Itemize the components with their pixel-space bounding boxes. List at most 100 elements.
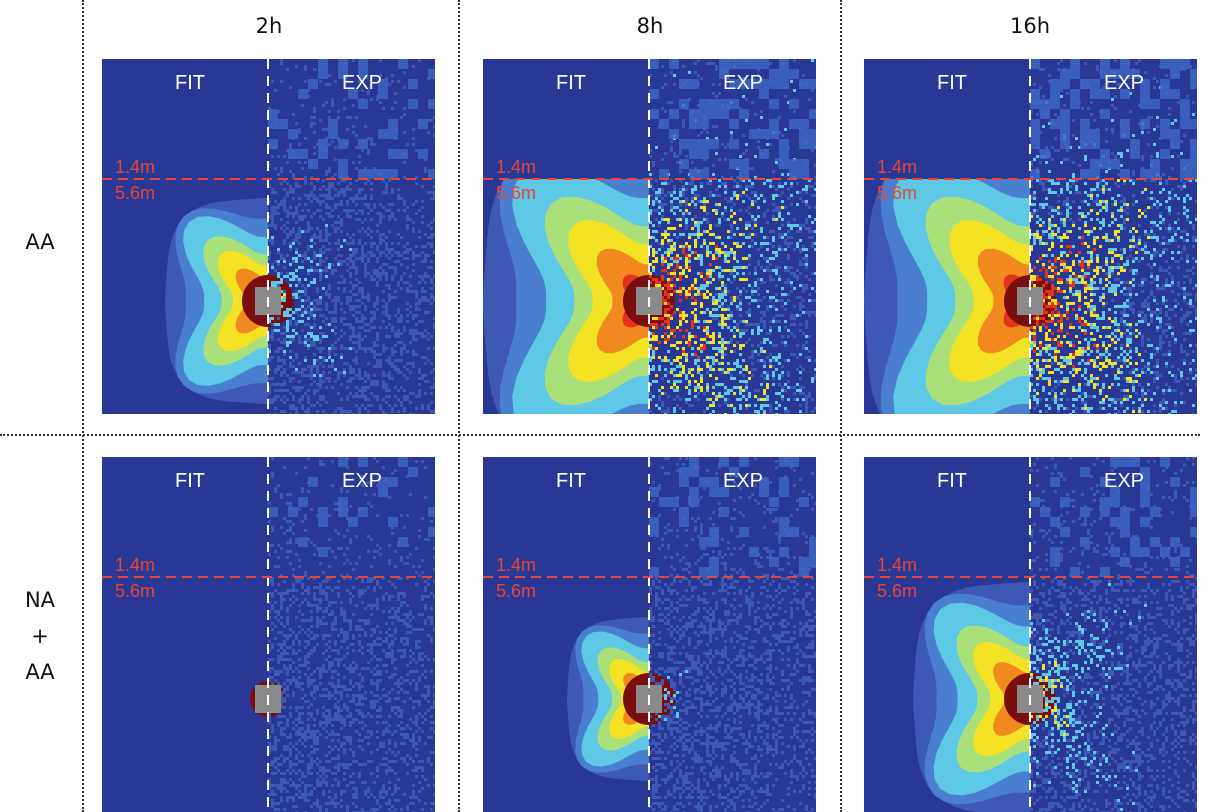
exp-pixel [1105, 140, 1108, 143]
exp-pixel [1126, 287, 1129, 290]
exp-pixel [334, 320, 337, 323]
exp-pixel [661, 206, 664, 209]
exp-pixel [310, 176, 313, 179]
exp-pixel [271, 281, 274, 284]
exp-pixel [334, 194, 337, 197]
exp-pixel [1030, 278, 1033, 281]
exp-pixel [1183, 338, 1186, 341]
exp-pixel [703, 392, 706, 395]
exp-pixel [1033, 275, 1036, 278]
exp-pixel [421, 299, 424, 302]
exp-pixel [661, 203, 664, 206]
exp-pixel [352, 368, 355, 371]
exp-pixel [664, 359, 667, 362]
exp-pixel [772, 317, 775, 320]
exp-pixel [283, 203, 286, 206]
exp-pixel [289, 143, 292, 146]
exp-pixel [1096, 182, 1099, 185]
exp-pixel [664, 338, 667, 341]
exp-pixel [352, 239, 355, 242]
exp-pixel [1042, 125, 1045, 128]
exp-pixel [700, 344, 703, 347]
exp-pixel [1117, 263, 1120, 266]
exp-pixel [337, 338, 340, 341]
exp-coarse-pixel [689, 139, 699, 149]
exp-pixel [1156, 287, 1159, 290]
exp-pixel [1141, 212, 1144, 215]
exp-pixel [1051, 320, 1054, 323]
exp-pixel [730, 311, 733, 314]
exp-pixel [1165, 278, 1168, 281]
exp-pixel [706, 272, 709, 275]
exp-pixel [1126, 344, 1129, 347]
exp-pixel [328, 263, 331, 266]
exp-pixel [1066, 254, 1069, 257]
exp-pixel [688, 269, 691, 272]
exp-pixel [310, 116, 313, 119]
exp-pixel [367, 362, 370, 365]
exp-pixel [733, 296, 736, 299]
exp-pixel [1150, 272, 1153, 275]
exp-pixel [1186, 302, 1189, 305]
exp-pixel [415, 182, 418, 185]
exp-pixel [1099, 209, 1102, 212]
exp-pixel [1150, 257, 1153, 260]
exp-pixel [1189, 302, 1192, 305]
exp-pixel [1054, 260, 1057, 263]
exp-pixel [1033, 335, 1036, 338]
exp-pixel [1105, 200, 1108, 203]
exp-pixel [802, 305, 805, 308]
exp-pixel [352, 260, 355, 263]
exp-pixel [688, 182, 691, 185]
exp-pixel [370, 197, 373, 200]
exp-pixel [1171, 278, 1174, 281]
exp-pixel [1153, 179, 1156, 182]
exp-pixel [1030, 203, 1033, 206]
exp-pixel [1123, 302, 1126, 305]
exp-pixel [295, 65, 298, 68]
exp-pixel [760, 350, 763, 353]
exp-pixel [289, 392, 292, 395]
exp-pixel [1042, 284, 1045, 287]
exp-pixel [808, 311, 811, 314]
exp-pixel [757, 263, 760, 266]
exp-pixel [403, 209, 406, 212]
exp-pixel [406, 320, 409, 323]
exp-pixel [310, 194, 313, 197]
exp-pixel [331, 365, 334, 368]
exp-pixel [421, 356, 424, 359]
exp-pixel [652, 353, 655, 356]
exp-pixel [379, 404, 382, 407]
exp-pixel [433, 368, 435, 371]
exp-pixel [319, 383, 322, 386]
exp-pixel [412, 365, 415, 368]
exp-pixel [718, 251, 721, 254]
exp-pixel [697, 290, 700, 293]
exp-pixel [280, 389, 283, 392]
exp-pixel [289, 242, 292, 245]
exp-pixel [709, 275, 712, 278]
exp-pixel [388, 284, 391, 287]
exp-pixel [277, 365, 280, 368]
exp-pixel [799, 305, 802, 308]
exp-pixel [721, 143, 724, 146]
exp-pixel [274, 371, 277, 374]
exp-pixel [814, 299, 816, 302]
exp-pixel [367, 251, 370, 254]
exp-pixel [697, 356, 700, 359]
exp-pixel [277, 347, 280, 350]
exp-pixel [391, 212, 394, 215]
exp-pixel [1102, 206, 1105, 209]
exp-pixel [1156, 284, 1159, 287]
exp-pixel [394, 359, 397, 362]
exp-pixel [778, 356, 781, 359]
exp-pixel [679, 179, 682, 182]
exp-pixel [433, 125, 435, 128]
exp-pixel [1117, 278, 1120, 281]
exp-pixel [295, 407, 298, 410]
exp-pixel [706, 296, 709, 299]
exp-pixel [1093, 242, 1096, 245]
exp-pixel [295, 368, 298, 371]
exp-pixel [394, 218, 397, 221]
exp-pixel [1150, 353, 1153, 356]
